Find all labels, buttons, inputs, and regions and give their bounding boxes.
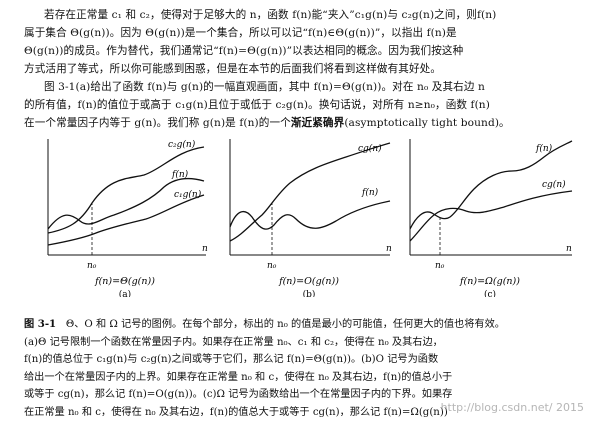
curve-label: cg(n): [542, 179, 566, 190]
panel-tag: (b): [303, 289, 316, 297]
curve-label: c₁g(n): [174, 189, 202, 200]
big-omega-plot: f(n) cg(n) n n₀ f(n)=Ω(g(n)) (c): [404, 137, 576, 297]
caption-line: (a)Θ 记号限制一个函数在常量因子内。如果存在正常量 n₀、c₁ 和 c₂，使…: [24, 334, 586, 352]
text-line: 的所有值，f(n)的值位于或高于 c₁g(n)且位于或低于 c₂g(n)。换句话…: [24, 96, 586, 114]
text-line: Θ(g(n))的成员。作为替代，我们通常记“f(n)=Θ(g(n))”以表达相同…: [24, 42, 586, 60]
curve-label: c₂g(n): [168, 139, 196, 150]
text-line: 若存在正常量 c₁ 和 c₂，使得对于足够大的 n，函数 f(n)能“夹入”c₁…: [24, 6, 586, 24]
caption-text: Θ、O 和 Ω 记号的图例。在每个部分，标出的 n₀ 的值是最小的可能值，任何更…: [66, 319, 505, 330]
paragraph-figure-intro: 图 3-1(a)给出了函数 f(n)与 g(n)的一幅直观画面，其中 f(n)=…: [24, 78, 586, 132]
n0-label: n₀: [87, 261, 97, 271]
panel-c: f(n) cg(n) n n₀ f(n)=Ω(g(n)) (c): [404, 137, 576, 297]
text-span: 在一个常量因子内等于 g(n)。我们称 g(n)是 f(n)的一个: [24, 117, 291, 129]
caption-line: f(n)的值总位于 c₁g(n)与 c₂g(n)之间或等于它们，那么记 f(n)…: [24, 351, 586, 369]
formula: f(n)=Θ(g(n)): [94, 276, 155, 287]
paragraph-theta-definition: 若存在正常量 c₁ 和 c₂，使得对于足够大的 n，函数 f(n)能“夹入”c₁…: [24, 6, 586, 78]
axis-label: n: [202, 244, 208, 254]
theta-plot: c₂g(n) f(n) c₁g(n) n n₀ f(n)=Θ(g(n)) (a): [40, 137, 210, 297]
panel-tag: (a): [119, 289, 131, 297]
bold-term: 渐近紧确界: [291, 117, 344, 129]
text-span: (asymptotically tight bound)。: [344, 117, 509, 129]
big-o-plot: cg(n) f(n) n n₀ f(n)=O(g(n)) (b): [224, 137, 394, 297]
f-curve: [230, 201, 390, 229]
panel-a: c₂g(n) f(n) c₁g(n) n n₀ f(n)=Θ(g(n)) (a): [40, 137, 210, 297]
axis-label: n: [386, 244, 392, 254]
figure-3-1: c₂g(n) f(n) c₁g(n) n n₀ f(n)=Θ(g(n)) (a)…: [12, 137, 588, 312]
n0-label: n₀: [435, 261, 445, 271]
curve-label: f(n): [361, 187, 379, 198]
n0-label: n₀: [267, 261, 277, 271]
curve-label: cg(n): [358, 143, 382, 154]
caption-line: 给出一个在常量因子内的上界。如果存在正常量 n₀ 和 c，使得在 n₀ 及其右边…: [24, 369, 586, 387]
caption-head: 图 3-1: [24, 318, 56, 330]
text-line: 在一个常量因子内等于 g(n)。我们称 g(n)是 f(n)的一个渐近紧确界(a…: [24, 114, 586, 132]
c1g-curve: [48, 195, 204, 245]
caption-line: 图 3-1 Θ、O 和 Ω 记号的图例。在每个部分，标出的 n₀ 的值是最小的可…: [24, 316, 586, 334]
formula: f(n)=Ω(g(n)): [459, 276, 520, 287]
curve-label: f(n): [535, 143, 553, 154]
cg-curve: [410, 191, 572, 241]
formula: f(n)=O(g(n)): [278, 276, 339, 287]
text-line: 图 3-1(a)给出了函数 f(n)与 g(n)的一幅直观画面，其中 f(n)=…: [24, 78, 586, 96]
text-line: 属于集合 Θ(g(n))。因为 Θ(g(n))是一个集合，所以可以记“f(n)∈…: [24, 24, 586, 42]
watermark: http://blog.csdn.net/ 2015: [441, 401, 584, 414]
curve-label: f(n): [171, 169, 189, 180]
axis-label: n: [566, 244, 572, 254]
text-line: 方式活用了等式，所以你可能感到困惑，但是在本节的后面我们将看到这样做有其好处。: [24, 60, 586, 78]
panel-b: cg(n) f(n) n n₀ f(n)=O(g(n)) (b): [224, 137, 394, 297]
panel-tag: (c): [484, 289, 496, 297]
